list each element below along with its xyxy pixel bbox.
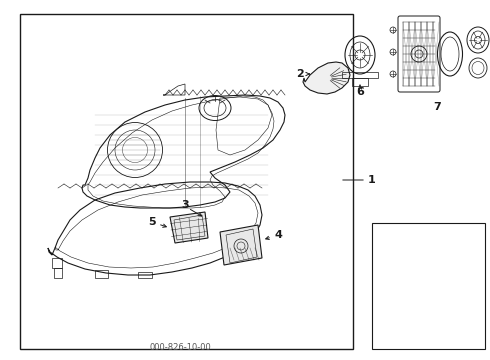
Text: 1: 1 [368,175,376,185]
Text: 5: 5 [148,217,156,227]
Ellipse shape [411,46,427,62]
Text: 7: 7 [433,102,441,112]
Text: 2: 2 [296,69,304,79]
Text: 6: 6 [356,87,364,97]
Text: 4: 4 [274,230,282,240]
Polygon shape [220,225,262,265]
Bar [372,223,485,349]
Bar [20,14,353,349]
Text: 3: 3 [181,200,189,210]
Polygon shape [303,62,350,94]
Polygon shape [170,212,208,243]
Text: 000-826-10-00: 000-826-10-00 [149,343,211,352]
